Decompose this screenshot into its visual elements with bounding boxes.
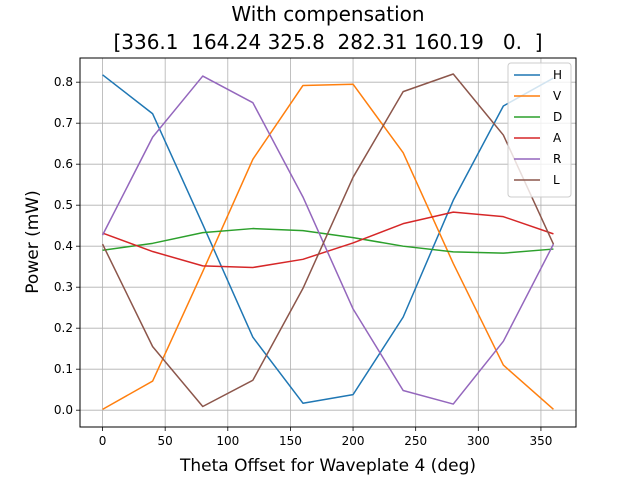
x-tick-label: 150 (279, 434, 302, 448)
y-tick-label: 0.2 (54, 321, 73, 335)
y-tick-label: 0.5 (54, 198, 73, 212)
x-tick-label: 0 (99, 434, 107, 448)
y-tick-label: 0.0 (54, 403, 73, 417)
chart-title: With compensation (231, 2, 424, 26)
x-tick-label: 350 (529, 434, 552, 448)
y-tick-label: 0.1 (54, 362, 73, 376)
chart-subtitle: [336.1 164.24 325.8 282.31 160.19 0. ] (113, 30, 542, 54)
legend-label-h: H (553, 68, 562, 82)
y-axis-label: Power (mW) (23, 190, 43, 293)
series-line-v (102, 83, 554, 411)
legend-label-r: R (553, 152, 561, 166)
series-lines (101, 73, 555, 411)
legend-box (507, 62, 572, 198)
y-tick-label: 0.7 (54, 116, 73, 130)
y-tick-label: 0.6 (54, 157, 73, 171)
x-tick-label: 200 (342, 434, 365, 448)
legend-label-d: D (553, 110, 562, 124)
y-tick-label: 0.4 (54, 239, 73, 253)
x-tick-label: 250 (404, 434, 427, 448)
legend-label-v: V (553, 89, 562, 103)
series-line-r (101, 75, 555, 405)
plot-area-frame (79, 57, 577, 428)
legend-label-a: A (553, 131, 562, 145)
x-tick-label: 100 (216, 434, 239, 448)
legend-label-l: L (553, 173, 560, 187)
series-line-l (101, 73, 555, 408)
x-axis-label: Theta Offset for Waveplate 4 (deg) (179, 456, 476, 476)
y-tick-label: 0.8 (54, 75, 73, 89)
x-tick-label: 50 (158, 434, 173, 448)
series-line-a (102, 211, 554, 269)
series-line-h (102, 74, 554, 404)
y-axis-ticks: 0.0 0.1 0.2 0.3 0.4 0.5 0.6 0.7 0.8 (54, 75, 80, 417)
y-tick-label: 0.3 (54, 280, 73, 294)
x-axis-ticks: 0 50 100 150 200 250 300 350 (99, 427, 552, 448)
x-tick-label: 300 (467, 434, 490, 448)
